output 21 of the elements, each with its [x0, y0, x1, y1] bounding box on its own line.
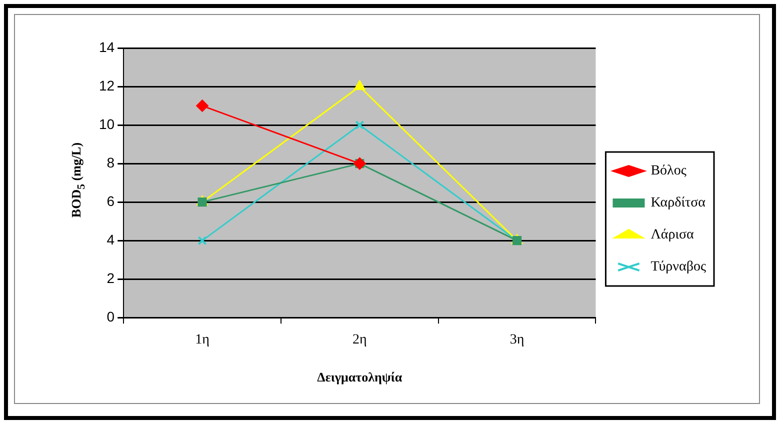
point	[354, 80, 365, 90]
point	[355, 120, 364, 130]
y-tick-label: 6	[106, 192, 115, 209]
legend-label: Βόλος	[650, 164, 687, 179]
x-axis-title: Δειγματοληψία	[317, 370, 403, 385]
y-tick-label: 12	[98, 77, 115, 94]
y-tick-label: 8	[106, 154, 115, 170]
legend-label: Λάρισα	[650, 228, 695, 243]
x-tick-label: 1η	[195, 332, 210, 348]
point	[198, 236, 207, 246]
legend-label: Τύρναβος	[650, 260, 706, 275]
y-tick-label: 4	[106, 231, 115, 248]
y-tick-label: 2	[106, 270, 115, 286]
y-tick-label: 14	[98, 38, 115, 55]
legend-label: Καρδίτσα	[650, 196, 706, 211]
x-tick-label: 3η	[510, 332, 524, 348]
point	[196, 100, 208, 112]
y-tick-label: 0	[106, 308, 115, 324]
x-tick-label: 2η	[352, 332, 367, 348]
y-tick-label: 10	[98, 116, 115, 132]
point	[198, 198, 207, 207]
